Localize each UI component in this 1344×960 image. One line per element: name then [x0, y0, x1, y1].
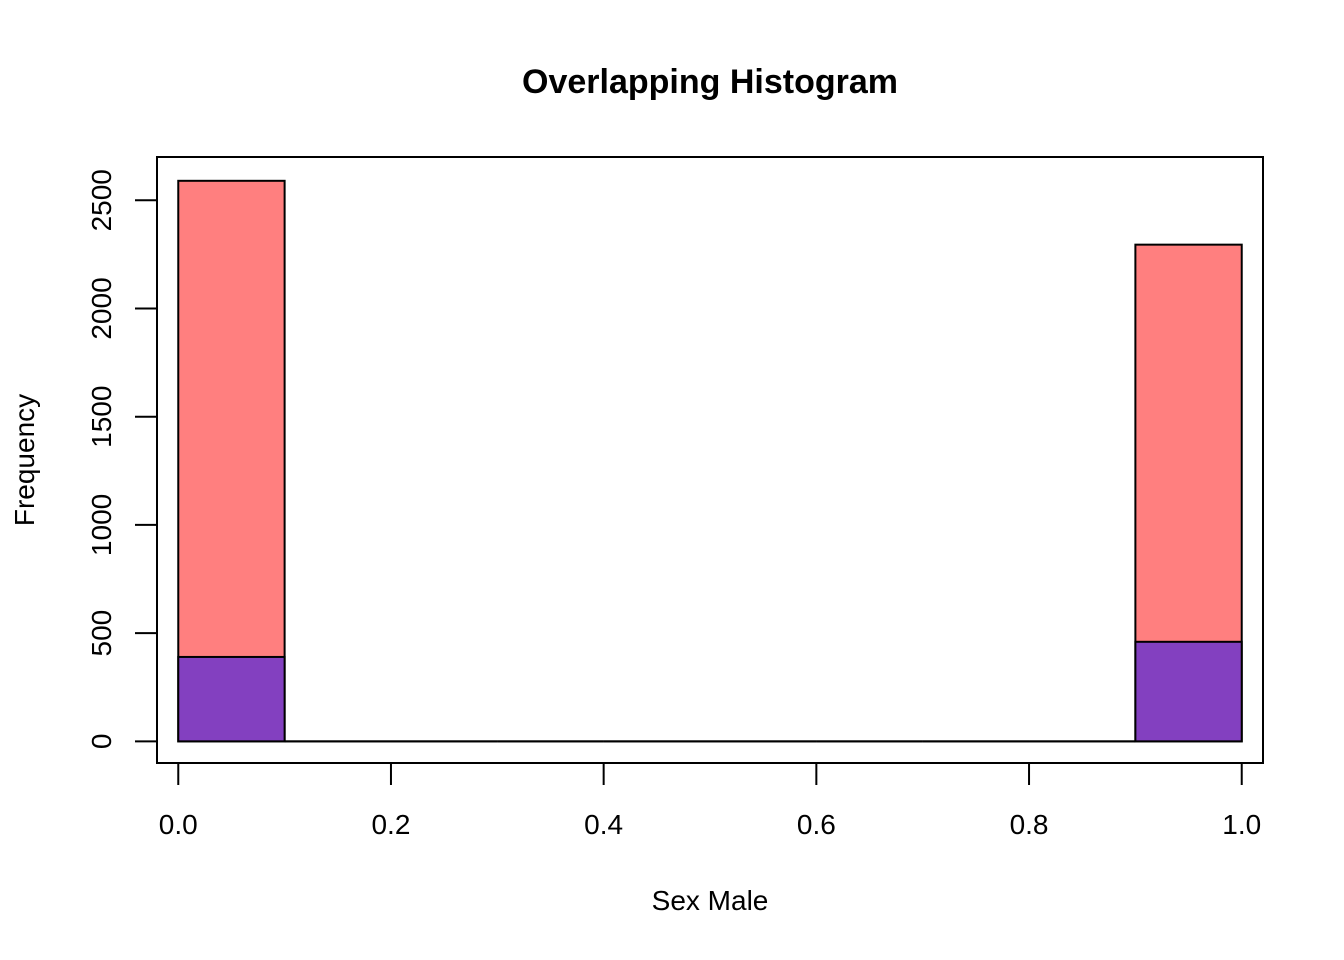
x-tick-label: 1.0	[1222, 809, 1261, 840]
histogram-bar-s1-b0	[177, 655, 286, 743]
y-tick-label: 2500	[86, 169, 117, 231]
plot-frame	[156, 156, 1264, 764]
x-tick-label: 0.8	[1010, 809, 1049, 840]
y-axis-label: Frequency	[9, 394, 40, 526]
y-tick-label: 2000	[86, 277, 117, 339]
y-axis: 0 500 1000 1500 2000 2500	[86, 169, 158, 750]
y-tick-label: 0	[86, 734, 117, 750]
y-tick-label: 500	[86, 610, 117, 657]
x-axis-label: Sex Male	[652, 885, 769, 916]
histogram-bar-s0-b0	[177, 179, 286, 743]
histogram-bar-s1-b9	[1134, 640, 1243, 743]
y-tick-label: 1000	[86, 494, 117, 556]
x-tick-label: 0.4	[584, 809, 623, 840]
bars-layer	[177, 179, 1243, 743]
chart-title: Overlapping Histogram	[522, 63, 898, 101]
y-tick-label: 1500	[86, 386, 117, 448]
x-tick-label: 0.2	[371, 809, 410, 840]
x-tick-label: 0.0	[159, 809, 198, 840]
x-axis: 0.0 0.2 0.4 0.6 0.8 1.0	[159, 762, 1261, 840]
x-tick-label: 0.6	[797, 809, 836, 840]
